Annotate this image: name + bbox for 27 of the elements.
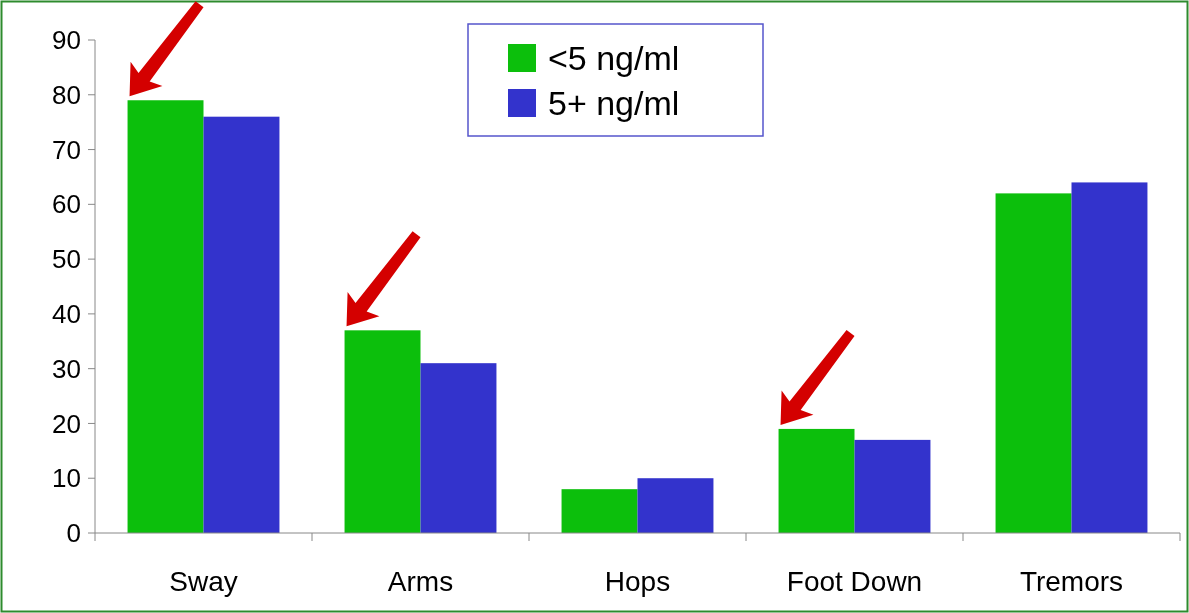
- x-tick-label: Foot Down: [786, 566, 923, 597]
- bar: [420, 363, 497, 533]
- y-tick-label: 60: [52, 189, 81, 220]
- legend-label: 5+ ng/ml: [548, 83, 680, 122]
- bar: [203, 116, 280, 533]
- x-tick-label: Hops: [604, 566, 671, 597]
- bar: [637, 478, 714, 533]
- y-tick-label: 10: [52, 463, 81, 494]
- legend-label: <5 ng/ml: [548, 38, 680, 77]
- y-tick-label: 30: [52, 353, 81, 384]
- bar: [854, 439, 931, 533]
- bar: [344, 330, 421, 533]
- y-tick-label: 80: [52, 79, 81, 110]
- bar: [778, 428, 855, 533]
- y-tick-label: 90: [52, 25, 81, 56]
- bar: [561, 489, 638, 533]
- y-tick-label: 70: [52, 134, 81, 165]
- bar: [995, 193, 1072, 533]
- y-tick-label: 50: [52, 244, 81, 275]
- bar: [1071, 182, 1148, 533]
- x-tick-label: Sway: [169, 566, 238, 597]
- x-tick-label: Tremors: [1019, 566, 1124, 597]
- x-tick-label: Arms: [387, 566, 454, 597]
- y-tick-label: 0: [66, 518, 81, 549]
- y-tick-label: 40: [52, 298, 81, 329]
- bar: [127, 100, 204, 533]
- y-tick-label: 20: [52, 408, 81, 439]
